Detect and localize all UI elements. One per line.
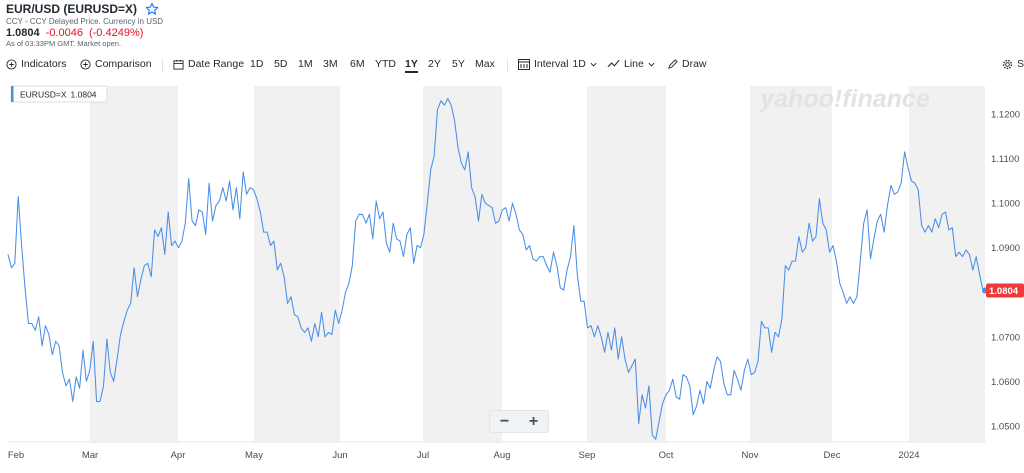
range-5d[interactable]: 5D bbox=[274, 58, 288, 70]
y-tick-1-0700: 1.0700 bbox=[991, 332, 1020, 343]
range-6m[interactable]: 6M bbox=[350, 58, 365, 70]
x-tick-jul: Jul bbox=[417, 450, 429, 461]
line-chart-icon bbox=[607, 59, 620, 68]
x-tick-feb: Feb bbox=[8, 450, 24, 461]
legend-tag-swatch bbox=[11, 86, 14, 102]
legend-tag-symbol: EURUSD=X bbox=[20, 90, 67, 100]
chart-toolbar: Indicators Comparison Date Range 1D 5D 1M 3… bbox=[0, 56, 1024, 76]
quote-title: EUR/USD (EURUSD=X) bbox=[6, 2, 138, 16]
price-line[interactable] bbox=[7, 97, 984, 440]
chart-type-label: Line bbox=[624, 58, 644, 70]
x-tick-oct: Oct bbox=[659, 450, 674, 461]
range-1m[interactable]: 1M bbox=[298, 58, 313, 70]
y-tick-1-0600: 1.0600 bbox=[991, 377, 1020, 388]
date-range-label: Date Range bbox=[188, 58, 245, 70]
band-sep bbox=[587, 86, 666, 442]
y-tick-1-1200: 1.1200 bbox=[991, 110, 1020, 121]
zoom-in-button[interactable]: + bbox=[528, 412, 539, 430]
quote-price: 1.0804 bbox=[6, 27, 40, 39]
plus-circle-icon bbox=[6, 58, 17, 70]
x-tick-aug: Aug bbox=[494, 450, 511, 461]
quote-header: EUR/USD (EURUSD=X) CCY - CCY Delayed Pri… bbox=[6, 2, 163, 48]
range-3m[interactable]: 3M bbox=[323, 58, 338, 70]
pencil-icon bbox=[668, 58, 678, 69]
x-tick-2024: 2024 bbox=[898, 450, 919, 461]
legend-tag-value: 1.0804 bbox=[71, 90, 97, 100]
yahoo-finance-watermark: yahoo!finance bbox=[758, 85, 930, 113]
last-value-badge bbox=[986, 283, 1024, 298]
x-tick-jun: Jun bbox=[332, 450, 347, 461]
x-tick-dec: Dec bbox=[824, 450, 841, 461]
settings-button[interactable]: Se bbox=[1002, 58, 1024, 70]
zoom-control: − + bbox=[489, 410, 549, 433]
month-bands bbox=[90, 86, 985, 442]
range-1y[interactable]: 1Y bbox=[405, 58, 418, 73]
x-tick-mar: Mar bbox=[82, 450, 98, 461]
chart-type-button[interactable]: Line bbox=[607, 58, 655, 70]
comparison-button[interactable]: Comparison bbox=[80, 58, 152, 70]
range-ytd[interactable]: YTD bbox=[375, 58, 396, 70]
y-tick-1-1100: 1.1100 bbox=[991, 154, 1019, 165]
interval-button[interactable]: Interval 1D bbox=[518, 58, 597, 70]
indicators-label: Indicators bbox=[21, 58, 67, 70]
date-range-button[interactable]: Date Range bbox=[173, 58, 244, 70]
interval-icon bbox=[518, 58, 530, 70]
interval-label: Interval bbox=[534, 58, 569, 70]
interval-value: 1D bbox=[572, 58, 586, 70]
range-1d[interactable]: 1D bbox=[250, 58, 264, 70]
last-value-label: 1.0804 bbox=[989, 286, 1019, 297]
toolbar-divider bbox=[162, 59, 163, 72]
chevron-down-icon bbox=[648, 62, 655, 66]
x-tick-may: May bbox=[245, 450, 263, 461]
plus-circle-icon bbox=[80, 58, 91, 70]
range-2y[interactable]: 2Y bbox=[428, 58, 441, 70]
quote-as-of: As of 03:33PM GMT. Market open. bbox=[6, 39, 122, 48]
comparison-label: Comparison bbox=[95, 58, 152, 70]
calendar-icon bbox=[173, 59, 184, 70]
range-5y[interactable]: 5Y bbox=[452, 58, 465, 70]
band-jul bbox=[423, 86, 502, 442]
legend-tag: EURUSD=X 1.0804 bbox=[10, 85, 108, 103]
draw-label: Draw bbox=[682, 58, 707, 70]
y-tick-1-1000: 1.1000 bbox=[991, 199, 1020, 210]
zoom-out-button[interactable]: − bbox=[499, 412, 510, 430]
x-tick-nov: Nov bbox=[742, 450, 759, 461]
y-tick-1-0500: 1.0500 bbox=[991, 421, 1020, 432]
x-tick-apr: Apr bbox=[171, 450, 186, 461]
x-tick-sep: Sep bbox=[579, 450, 596, 461]
draw-button[interactable]: Draw bbox=[667, 58, 707, 70]
gear-icon bbox=[1002, 59, 1013, 69]
band-mar bbox=[90, 86, 178, 442]
settings-label: Se bbox=[1017, 58, 1024, 70]
y-axis: 1.12001.11001.10001.09001.08001.07001.06… bbox=[991, 110, 1020, 433]
band-may bbox=[254, 86, 340, 442]
indicators-button[interactable]: Indicators bbox=[6, 58, 67, 70]
range-max[interactable]: Max bbox=[475, 58, 495, 70]
y-tick-1-0900: 1.0900 bbox=[991, 243, 1020, 254]
band-jan bbox=[909, 86, 985, 442]
toolbar-divider bbox=[507, 59, 508, 72]
chevron-down-icon bbox=[590, 62, 597, 66]
x-axis: Feb Mar Apr May Jun Jul Aug Sep Oct Nov Dec 2024 bbox=[8, 450, 920, 461]
star-icon[interactable] bbox=[145, 2, 159, 16]
quote-change: -0.0046 bbox=[45, 27, 83, 39]
svg-text:EURUSD=X1.0804: EURUSD=X 1.0804 bbox=[20, 90, 97, 100]
last-value-marker: 1.0804 bbox=[982, 283, 1024, 298]
quote-subtitle: CCY - CCY Delayed Price. Currency in USD bbox=[6, 17, 164, 26]
quote-change-percent: (-0.4249%) bbox=[88, 27, 144, 39]
